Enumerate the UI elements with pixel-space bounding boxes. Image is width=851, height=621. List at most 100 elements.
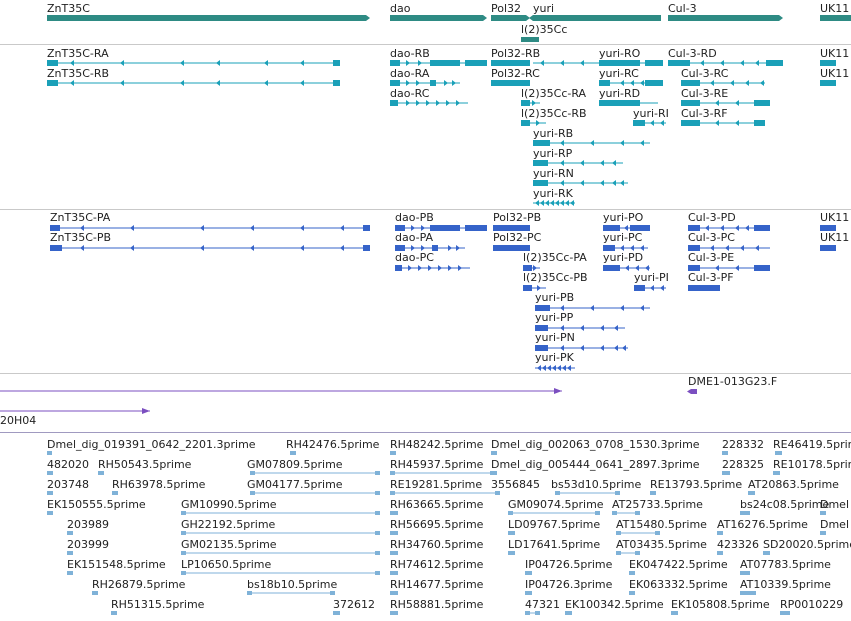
est-label[interactable]: 203989 xyxy=(67,518,109,531)
transcript-label[interactable]: l(2)35Cc-RB xyxy=(521,107,587,120)
est-label[interactable]: 203999 xyxy=(67,538,109,551)
est-label[interactable]: 228325 xyxy=(722,458,764,471)
transcript-label[interactable]: yuri-RI xyxy=(633,107,669,120)
transcript-label[interactable]: ZnT35C-PB xyxy=(50,231,112,244)
est-label[interactable]: LD17641.5prime xyxy=(508,538,601,551)
est-label[interactable]: bs24c08.5prime xyxy=(740,498,830,511)
transcript-label[interactable]: Cul-3-PD xyxy=(688,211,736,224)
gene-label-yuri[interactable]: yuri xyxy=(533,2,555,15)
est-label[interactable]: Dmel_dig_005444_0641_2897.3prime xyxy=(491,458,700,471)
est-label[interactable]: Dmel xyxy=(820,518,850,531)
transcript-label[interactable]: dao-PC xyxy=(395,251,434,264)
transcript-label[interactable]: l(2)35Cc-PB xyxy=(523,271,588,284)
transcript-label[interactable]: yuri-PD xyxy=(603,251,644,264)
transcript-label[interactable]: Cul-3-RF xyxy=(681,107,728,120)
est-label[interactable]: RH51315.5prime xyxy=(111,598,205,611)
transcript-label[interactable]: Pol32-RB xyxy=(491,47,541,60)
transcript-label[interactable]: yuri-PB xyxy=(535,291,575,304)
est-label[interactable]: IP04726.3prime xyxy=(525,578,613,591)
transcript-label[interactable]: Cul-3-RE xyxy=(681,87,729,100)
est-label[interactable]: 203748 xyxy=(47,478,89,491)
est-label[interactable]: EK150555.5prime xyxy=(47,498,146,511)
est-label[interactable]: RH56695.5prime xyxy=(390,518,484,531)
transcript-label[interactable]: UK11 xyxy=(820,67,850,80)
transcript-label[interactable]: dao-RC xyxy=(390,87,430,100)
transcript-label[interactable]: yuri-PI xyxy=(634,271,669,284)
est-label[interactable]: GH22192.5prime xyxy=(181,518,276,531)
gene-label-dao[interactable]: dao xyxy=(390,2,411,15)
transcript-label[interactable]: yuri-RN xyxy=(533,167,574,180)
est-label[interactable]: RH74612.5prime xyxy=(390,558,484,571)
est-label[interactable]: IP04726.5prime xyxy=(525,558,613,571)
est-label[interactable]: RH63665.5prime xyxy=(390,498,484,511)
est-label[interactable]: LP10650.5prime xyxy=(181,558,272,571)
est-label[interactable]: RE13793.5prime xyxy=(650,478,743,491)
transcript-label[interactable]: Cul-3-RD xyxy=(668,47,717,60)
est-label[interactable]: EK105808.5prime xyxy=(671,598,770,611)
est-label[interactable]: GM07809.5prime xyxy=(247,458,343,471)
transcript-label[interactable]: ZnT35C-RB xyxy=(47,67,110,80)
transcript-label[interactable]: UK11 xyxy=(820,231,850,244)
transcript-label[interactable]: ZnT35C-PA xyxy=(50,211,111,224)
transcript-label[interactable]: yuri-PN xyxy=(535,331,575,344)
transcript-label[interactable]: yuri-RD xyxy=(599,87,641,100)
est-label[interactable]: RH26879.5prime xyxy=(92,578,186,591)
transcript-label[interactable]: yuri-PC xyxy=(603,231,643,244)
transcript-label[interactable]: l(2)35Cc-PA xyxy=(523,251,587,264)
clone-label[interactable]: 20H04 xyxy=(0,414,37,427)
transcript-label[interactable]: Pol32-RC xyxy=(491,67,540,80)
est-label[interactable]: 423326 xyxy=(717,538,759,551)
est-label[interactable]: Dmel_dig_019391_0642_2201.3prime xyxy=(47,438,256,451)
est-label[interactable]: 228332 xyxy=(722,438,764,451)
transcript-label[interactable]: Cul-3-PF xyxy=(688,271,734,284)
transcript-label[interactable]: dao-RB xyxy=(390,47,430,60)
transcript-label[interactable]: l(2)35Cc-RA xyxy=(521,87,587,100)
est-label[interactable]: AT03435.5prime xyxy=(616,538,707,551)
est-label[interactable]: RH42476.5prime xyxy=(286,438,380,451)
transcript-label[interactable]: yuri-RK xyxy=(533,187,573,200)
transcript-label[interactable]: yuri-PK xyxy=(535,351,574,364)
transcript-label[interactable]: Cul-3-RC xyxy=(681,67,729,80)
gene-label-cul3[interactable]: Cul-3 xyxy=(668,2,697,15)
transcript-label[interactable]: yuri-PP xyxy=(535,311,574,324)
est-label[interactable]: AT07783.5prime xyxy=(740,558,831,571)
est-label[interactable]: Dmel_dig_002063_0708_1530.3prime xyxy=(491,438,700,451)
est-label[interactable]: RE19281.5prime xyxy=(390,478,483,491)
est-label[interactable]: bs18b10.5prime xyxy=(247,578,338,591)
transcript-label[interactable]: Pol32-PB xyxy=(493,211,542,224)
gene-label-pol32[interactable]: Pol32 xyxy=(491,2,522,15)
est-label[interactable]: AT10339.5prime xyxy=(740,578,831,591)
est-label[interactable]: AT20863.5prime xyxy=(748,478,839,491)
est-label[interactable]: RH48242.5prime xyxy=(390,438,484,451)
gene-label-znt35c[interactable]: ZnT35C xyxy=(47,2,90,15)
est-label[interactable]: RH45937.5prime xyxy=(390,458,484,471)
transcript-label[interactable]: yuri-RP xyxy=(533,147,573,160)
est-label[interactable]: AT25733.5prime xyxy=(612,498,703,511)
gene-label-uk11[interactable]: UK11 xyxy=(820,2,850,15)
est-label[interactable]: GM09074.5prime xyxy=(508,498,604,511)
est-label[interactable]: 482020 xyxy=(47,458,89,471)
est-label[interactable]: EK100342.5prime xyxy=(565,598,664,611)
est-label[interactable]: EK063332.5prime xyxy=(629,578,728,591)
est-label[interactable]: AT15480.5prime xyxy=(616,518,707,531)
transcript-label[interactable]: dao-PA xyxy=(395,231,434,244)
est-label[interactable]: RE10178.5prime xyxy=(773,458,851,471)
est-label[interactable]: GM02135.5prime xyxy=(181,538,277,551)
transcript-label[interactable]: Pol32-PC xyxy=(493,231,542,244)
est-label[interactable]: GM10990.5prime xyxy=(181,498,277,511)
gene-label-l2-35cc[interactable]: l(2)35Cc xyxy=(521,23,568,36)
transcript-label[interactable]: Cul-3-PE xyxy=(688,251,735,264)
transcript-label[interactable]: ZnT35C-RA xyxy=(47,47,109,60)
transcript-label[interactable]: yuri-RO xyxy=(599,47,641,60)
est-label[interactable]: bs53d10.5prime xyxy=(551,478,642,491)
est-label[interactable]: RH58881.5prime xyxy=(390,598,484,611)
transcript-label[interactable]: yuri-PO xyxy=(603,211,644,224)
est-label[interactable]: RH14677.5prime xyxy=(390,578,484,591)
est-label[interactable]: RH50543.5prime xyxy=(98,458,192,471)
est-label[interactable]: 3556845 xyxy=(491,478,540,491)
est-label[interactable]: 372612 xyxy=(333,598,375,611)
est-label[interactable]: LD09767.5prime xyxy=(508,518,601,531)
est-label[interactable]: 47321 xyxy=(525,598,560,611)
est-label[interactable]: SD20020.5prime xyxy=(763,538,851,551)
est-label[interactable]: RP0010229 xyxy=(780,598,844,611)
